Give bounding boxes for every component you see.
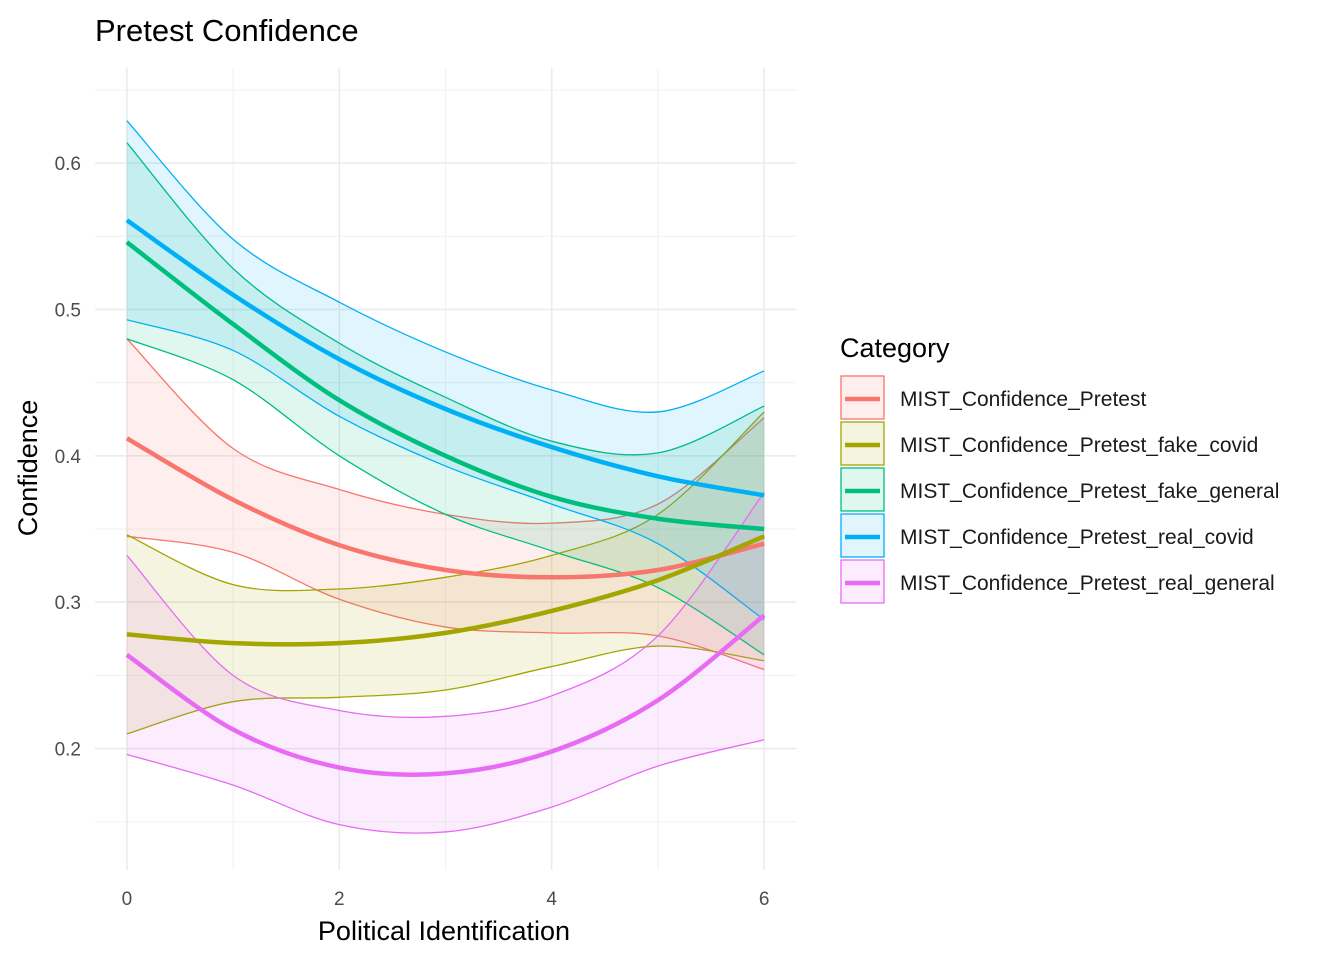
x-tick-label: 6 — [759, 889, 770, 910]
y-tick-label: 0.5 — [55, 300, 81, 321]
x-tick-label: 2 — [334, 889, 345, 910]
confidence-band — [126, 492, 765, 834]
legend-label: MIST_Confidence_Pretest — [900, 388, 1146, 411]
grid — [95, 68, 796, 870]
series-lines — [125, 218, 766, 777]
confidence-bands — [126, 120, 765, 834]
series-line — [126, 534, 765, 647]
confidence-band — [126, 142, 765, 655]
band-lower-edge — [126, 739, 765, 834]
legend-label: MIST_Confidence_Pretest_real_covid — [900, 526, 1254, 549]
band-upper-edge — [126, 142, 765, 456]
series-line — [125, 436, 765, 580]
series-line — [125, 613, 766, 777]
series-line — [125, 240, 765, 532]
band-upper-edge — [126, 120, 765, 413]
x-axis-ticks: 0 2 4 6 — [122, 889, 770, 910]
x-axis-title: Political Identification — [318, 916, 570, 946]
band-lower-edge — [126, 319, 765, 621]
chart-title: Pretest Confidence — [95, 13, 359, 48]
band-upper-edge — [126, 492, 765, 719]
legend: Category MIST_Confidence_Pretest MIST_Con… — [840, 333, 1279, 604]
legend-title: Category — [840, 333, 950, 363]
confidence-band — [126, 120, 765, 620]
y-tick-label: 0.6 — [55, 154, 81, 175]
series-line — [125, 218, 765, 498]
y-axis-title: Confidence — [13, 400, 43, 537]
y-tick-label: 0.4 — [55, 447, 82, 468]
x-tick-label: 0 — [122, 889, 133, 910]
band-lower-edge — [126, 338, 765, 656]
legend-label: MIST_Confidence_Pretest_fake_general — [900, 480, 1279, 503]
x-tick-label: 4 — [546, 889, 557, 910]
band-upper-edge — [126, 411, 765, 592]
confidence-band — [126, 338, 765, 670]
y-tick-label: 0.2 — [55, 740, 81, 761]
y-tick-label: 0.3 — [55, 593, 81, 614]
legend-label: MIST_Confidence_Pretest_fake_covid — [900, 434, 1258, 457]
band-lower-edge — [126, 645, 765, 735]
legend-label: MIST_Confidence_Pretest_real_general — [900, 572, 1275, 595]
y-axis-ticks: 0.2 0.3 0.4 0.5 0.6 — [55, 154, 82, 760]
